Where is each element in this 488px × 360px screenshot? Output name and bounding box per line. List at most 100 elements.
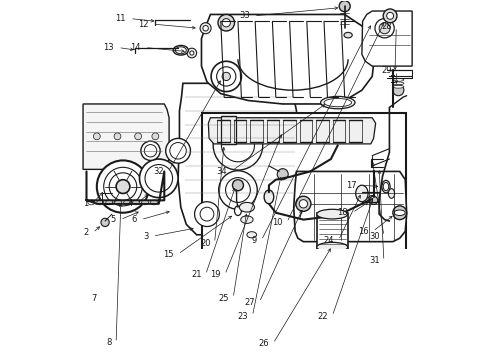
- Ellipse shape: [115, 200, 122, 205]
- Text: 31: 31: [368, 256, 379, 265]
- Ellipse shape: [123, 200, 130, 205]
- Ellipse shape: [316, 209, 347, 219]
- Polygon shape: [201, 14, 375, 104]
- Circle shape: [139, 159, 178, 198]
- Ellipse shape: [324, 98, 351, 107]
- Text: 17: 17: [345, 181, 356, 190]
- Ellipse shape: [392, 85, 403, 88]
- Circle shape: [369, 196, 377, 204]
- Ellipse shape: [150, 200, 157, 205]
- Polygon shape: [83, 104, 169, 169]
- Bar: [220, 116, 235, 144]
- Text: 3: 3: [143, 231, 148, 240]
- Text: 15: 15: [163, 249, 174, 258]
- Polygon shape: [361, 11, 411, 66]
- Circle shape: [383, 9, 396, 23]
- Circle shape: [141, 141, 160, 161]
- Circle shape: [114, 133, 121, 140]
- Circle shape: [200, 23, 211, 34]
- Ellipse shape: [343, 32, 351, 38]
- Polygon shape: [178, 83, 296, 235]
- Circle shape: [103, 167, 142, 206]
- Text: 1: 1: [83, 199, 88, 208]
- Ellipse shape: [392, 82, 403, 85]
- Text: 9: 9: [251, 236, 257, 245]
- Text: 24: 24: [323, 236, 334, 245]
- Ellipse shape: [246, 232, 256, 238]
- Text: 7: 7: [91, 294, 97, 303]
- Ellipse shape: [392, 78, 403, 81]
- Polygon shape: [208, 118, 375, 144]
- Ellipse shape: [355, 185, 367, 202]
- Ellipse shape: [316, 242, 347, 252]
- Circle shape: [213, 121, 262, 170]
- Text: 11: 11: [115, 14, 125, 23]
- Text: 28: 28: [381, 22, 391, 31]
- Circle shape: [218, 171, 257, 209]
- Text: 6: 6: [131, 215, 137, 224]
- Circle shape: [203, 26, 208, 31]
- Ellipse shape: [239, 202, 254, 212]
- Ellipse shape: [132, 200, 139, 205]
- Ellipse shape: [173, 45, 188, 55]
- Text: 12: 12: [138, 19, 148, 28]
- Circle shape: [374, 19, 393, 38]
- Circle shape: [222, 72, 230, 81]
- Ellipse shape: [264, 190, 273, 204]
- Circle shape: [189, 51, 194, 55]
- Text: 23: 23: [237, 311, 248, 320]
- Circle shape: [225, 177, 250, 202]
- Ellipse shape: [234, 206, 241, 216]
- Text: 5: 5: [111, 215, 116, 224]
- Text: 26: 26: [258, 339, 268, 348]
- Circle shape: [186, 48, 196, 58]
- Circle shape: [295, 196, 310, 211]
- Circle shape: [277, 169, 287, 180]
- Circle shape: [169, 143, 186, 159]
- Circle shape: [152, 133, 159, 140]
- Circle shape: [386, 12, 393, 19]
- Ellipse shape: [393, 210, 405, 216]
- Text: 13: 13: [103, 43, 114, 52]
- Text: 10: 10: [272, 218, 282, 227]
- Circle shape: [109, 173, 137, 201]
- Text: 29: 29: [381, 66, 391, 75]
- Circle shape: [134, 133, 142, 140]
- Ellipse shape: [97, 200, 103, 205]
- Ellipse shape: [105, 200, 112, 205]
- Text: 18: 18: [337, 208, 347, 217]
- Text: 32: 32: [153, 167, 164, 176]
- Circle shape: [218, 14, 234, 31]
- Circle shape: [392, 85, 403, 96]
- Text: 30: 30: [368, 231, 379, 240]
- Text: 34: 34: [216, 167, 226, 176]
- Text: 14: 14: [130, 43, 141, 52]
- Circle shape: [145, 165, 172, 192]
- Circle shape: [299, 200, 307, 208]
- Ellipse shape: [320, 96, 354, 109]
- Ellipse shape: [367, 195, 376, 202]
- Circle shape: [232, 180, 243, 191]
- Text: 4: 4: [127, 199, 132, 208]
- Text: 22: 22: [317, 311, 327, 320]
- Ellipse shape: [387, 189, 394, 198]
- Text: 25: 25: [218, 294, 228, 303]
- Ellipse shape: [381, 180, 389, 193]
- Circle shape: [222, 19, 230, 27]
- Circle shape: [211, 61, 241, 91]
- Ellipse shape: [240, 216, 253, 224]
- Text: 27: 27: [244, 298, 255, 307]
- Circle shape: [165, 138, 190, 163]
- Circle shape: [97, 161, 149, 213]
- Polygon shape: [293, 171, 406, 242]
- Text: 8: 8: [106, 338, 112, 347]
- Circle shape: [378, 23, 389, 34]
- Text: 20: 20: [200, 239, 210, 248]
- Circle shape: [144, 145, 156, 157]
- Ellipse shape: [88, 200, 95, 205]
- Ellipse shape: [383, 183, 388, 191]
- Text: 16: 16: [357, 227, 368, 236]
- Circle shape: [194, 202, 219, 226]
- Ellipse shape: [175, 47, 186, 54]
- Circle shape: [221, 129, 254, 162]
